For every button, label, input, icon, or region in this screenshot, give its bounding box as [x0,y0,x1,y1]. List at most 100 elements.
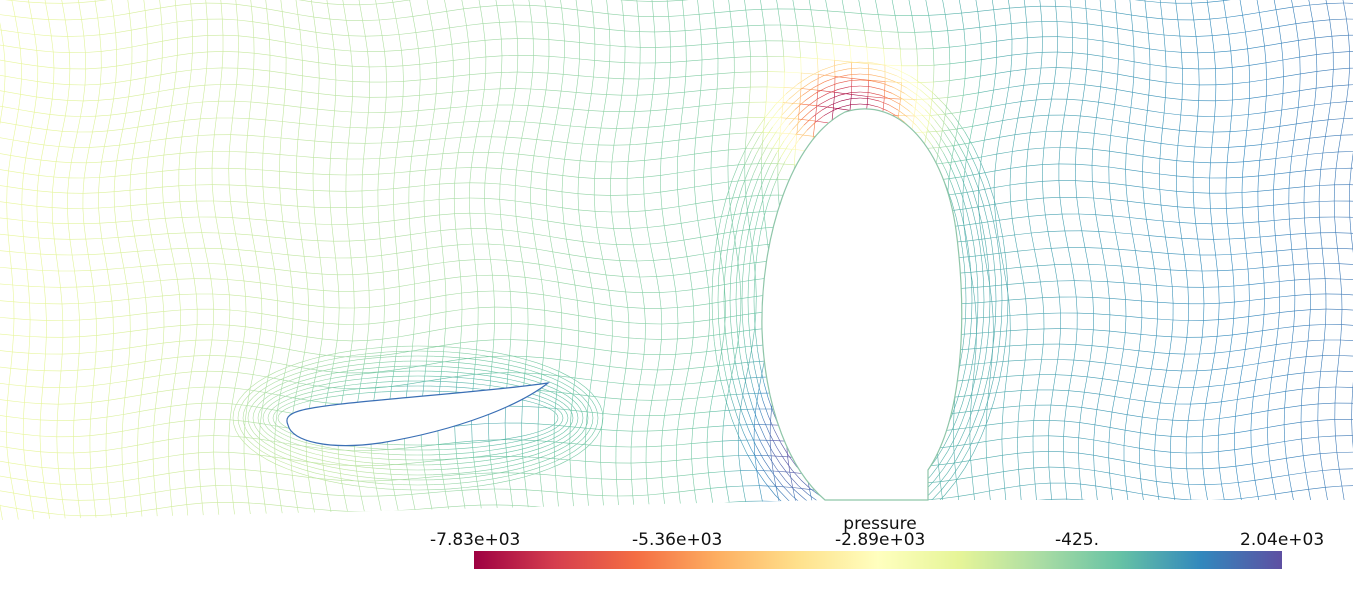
mesh-line [176,69,192,73]
mesh-line [652,93,669,95]
mesh-line [90,468,93,485]
mesh-line [496,4,514,6]
mesh-line [492,275,495,292]
mesh-line [1177,145,1195,148]
mesh-line [352,96,370,98]
mesh-line [285,73,303,77]
mesh-line [277,395,281,411]
mesh-line [394,495,399,511]
mesh-line [1291,140,1295,157]
mesh-line [317,93,319,110]
mesh-line [1299,73,1301,91]
mesh-line [1101,56,1104,72]
mesh-line [753,262,756,280]
mesh-line [1194,146,1212,148]
mesh-line [4,91,21,95]
mesh-line [191,20,193,37]
mesh-line [1190,499,1195,516]
mesh-line [1144,140,1162,144]
mesh-line [561,7,564,25]
mesh-line [353,307,355,325]
mesh-line [628,210,646,213]
mesh-line [294,491,298,508]
mesh-line [331,126,334,143]
mesh-line [131,60,148,64]
mesh-line [551,140,568,143]
mesh-line [5,75,22,80]
mesh-line [94,1,99,19]
mesh-line [265,103,268,120]
mesh-line [1154,434,1156,451]
mesh-line [969,139,985,144]
mesh-line [1078,213,1083,231]
mesh-line [455,442,458,459]
mesh-line [700,234,718,238]
mesh-line [730,363,735,380]
mesh-line [1230,48,1248,52]
mesh-line [1317,420,1319,438]
mesh-line [137,110,142,128]
mesh-line [0,106,3,122]
mesh-line [367,273,370,291]
mesh-line [1133,46,1150,50]
mesh-line [699,12,715,15]
mesh-line [1162,127,1180,131]
mesh-line [419,62,437,65]
mesh-line [1056,21,1073,23]
mesh-line [493,0,498,6]
mesh-line [1065,483,1068,500]
mesh-line [28,127,32,143]
mesh-line [148,219,152,235]
mesh-line [514,200,517,217]
mesh-line [3,521,5,537]
mesh-line [1210,208,1213,224]
mesh-line [132,143,136,160]
mesh-line [145,188,148,205]
mesh-line [596,227,614,229]
mesh-line [1006,504,1008,520]
mesh-line [1061,115,1065,132]
mesh-line [717,72,735,75]
mesh-line [1249,62,1267,66]
mesh-line [434,93,437,110]
mesh-line [995,25,997,42]
mesh-line [1223,0,1227,18]
mesh-line [254,52,271,56]
mesh-line [1202,468,1206,485]
mesh-line [713,104,716,121]
mesh-line [426,0,431,14]
mesh-line [995,70,1011,74]
mesh-line [1314,102,1331,106]
mesh-line [359,4,363,21]
mesh-line [527,88,532,106]
mesh-line [978,187,995,191]
mesh-line [1064,114,1081,117]
mesh-line [168,422,170,440]
mesh-line [1159,173,1177,177]
mesh-line [364,240,367,258]
mesh-line [588,379,592,396]
mesh-line [611,335,613,352]
mesh-line [950,145,955,163]
mesh-line [318,62,336,66]
mesh-line [641,354,645,370]
mesh-line [178,184,196,187]
mesh-line [715,89,718,105]
mesh-line [718,349,723,366]
mesh-line [991,299,1009,302]
mesh-line [1203,302,1220,305]
mesh-line [202,100,219,103]
mesh-line [393,204,395,221]
mesh-line [34,96,37,113]
mesh-line [996,54,1012,58]
mesh-line [1129,0,1146,2]
mesh-line [650,94,653,111]
mesh-line [1105,347,1109,364]
mesh-line [367,323,370,341]
mesh-line [588,511,591,520]
mesh-line [1087,264,1092,282]
mesh-line [1081,499,1084,516]
mesh-line [125,96,129,114]
mesh-line [219,519,222,520]
